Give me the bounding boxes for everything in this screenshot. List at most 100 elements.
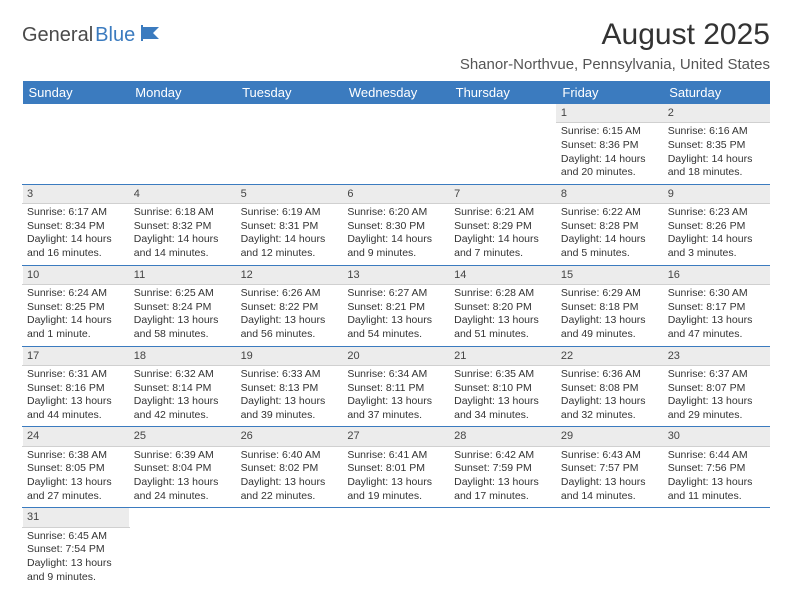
daylight-text: Daylight: 13 hours and 9 minutes. [27, 557, 125, 584]
sunrise-text: Sunrise: 6:16 AM [668, 125, 766, 139]
sunset-text: Sunset: 8:22 PM [241, 301, 339, 315]
day-number-cell [663, 508, 770, 527]
day-number-cell: 30 [663, 427, 770, 446]
sunset-text: Sunset: 8:32 PM [134, 220, 232, 234]
sunrise-text: Sunrise: 6:22 AM [561, 206, 659, 220]
sunset-text: Sunset: 7:56 PM [668, 462, 766, 476]
daylight-text: Daylight: 13 hours and 24 minutes. [134, 476, 232, 503]
day-number-cell: 18 [129, 346, 236, 365]
month-title: August 2025 [460, 18, 770, 52]
detail-row: Sunrise: 6:38 AMSunset: 8:05 PMDaylight:… [23, 446, 771, 508]
day-number-cell: 11 [129, 265, 236, 284]
sunset-text: Sunset: 8:10 PM [454, 382, 552, 396]
day-detail-cell [450, 123, 557, 185]
weekday-header: Thursday [450, 81, 557, 104]
day-number-cell: 23 [663, 346, 770, 365]
daylight-text: Daylight: 13 hours and 32 minutes. [561, 395, 659, 422]
day-detail-cell [343, 527, 450, 588]
daylight-text: Daylight: 13 hours and 42 minutes. [134, 395, 232, 422]
sunset-text: Sunset: 8:04 PM [134, 462, 232, 476]
sunrise-text: Sunrise: 6:41 AM [347, 449, 445, 463]
sunrise-text: Sunrise: 6:42 AM [454, 449, 552, 463]
day-detail-cell: Sunrise: 6:34 AMSunset: 8:11 PMDaylight:… [343, 365, 450, 427]
day-detail-cell: Sunrise: 6:40 AMSunset: 8:02 PMDaylight:… [236, 446, 343, 508]
day-number-cell: 26 [236, 427, 343, 446]
day-detail-cell: Sunrise: 6:21 AMSunset: 8:29 PMDaylight:… [450, 204, 557, 266]
weekday-header-row: SundayMondayTuesdayWednesdayThursdayFrid… [23, 81, 771, 104]
day-detail-cell [556, 527, 663, 588]
day-detail-cell: Sunrise: 6:24 AMSunset: 8:25 PMDaylight:… [23, 285, 130, 347]
day-number-cell: 28 [450, 427, 557, 446]
sunset-text: Sunset: 8:35 PM [668, 139, 766, 153]
day-number-cell: 21 [450, 346, 557, 365]
day-number-cell: 2 [663, 104, 770, 123]
sunset-text: Sunset: 8:24 PM [134, 301, 232, 315]
daylight-text: Daylight: 13 hours and 22 minutes. [241, 476, 339, 503]
day-number-cell: 7 [450, 184, 557, 203]
day-detail-cell: Sunrise: 6:45 AMSunset: 7:54 PMDaylight:… [23, 527, 130, 588]
brand-logo: General Blue [22, 18, 163, 47]
sunset-text: Sunset: 8:21 PM [347, 301, 445, 315]
sunset-text: Sunset: 8:29 PM [454, 220, 552, 234]
day-number-cell [450, 104, 557, 123]
day-detail-cell: Sunrise: 6:39 AMSunset: 8:04 PMDaylight:… [129, 446, 236, 508]
sunset-text: Sunset: 8:01 PM [347, 462, 445, 476]
sunrise-text: Sunrise: 6:38 AM [27, 449, 125, 463]
daylight-text: Daylight: 14 hours and 5 minutes. [561, 233, 659, 260]
day-detail-cell [236, 123, 343, 185]
day-detail-cell: Sunrise: 6:31 AMSunset: 8:16 PMDaylight:… [23, 365, 130, 427]
daylight-text: Daylight: 13 hours and 51 minutes. [454, 314, 552, 341]
sunrise-text: Sunrise: 6:45 AM [27, 530, 125, 544]
sunrise-text: Sunrise: 6:23 AM [668, 206, 766, 220]
detail-row: Sunrise: 6:24 AMSunset: 8:25 PMDaylight:… [23, 285, 771, 347]
day-detail-cell [450, 527, 557, 588]
day-detail-cell: Sunrise: 6:32 AMSunset: 8:14 PMDaylight:… [129, 365, 236, 427]
daylight-text: Daylight: 13 hours and 49 minutes. [561, 314, 659, 341]
sunset-text: Sunset: 8:36 PM [561, 139, 659, 153]
detail-row: Sunrise: 6:31 AMSunset: 8:16 PMDaylight:… [23, 365, 771, 427]
day-detail-cell [663, 527, 770, 588]
daylight-text: Daylight: 13 hours and 39 minutes. [241, 395, 339, 422]
daynum-row: 10111213141516 [23, 265, 771, 284]
sunrise-text: Sunrise: 6:25 AM [134, 287, 232, 301]
daylight-text: Daylight: 14 hours and 3 minutes. [668, 233, 766, 260]
title-block: August 2025 Shanor-Northvue, Pennsylvani… [460, 18, 770, 73]
sunset-text: Sunset: 8:05 PM [27, 462, 125, 476]
day-detail-cell [129, 123, 236, 185]
sunset-text: Sunset: 8:31 PM [241, 220, 339, 234]
day-number-cell: 15 [556, 265, 663, 284]
sunrise-text: Sunrise: 6:30 AM [668, 287, 766, 301]
day-detail-cell: Sunrise: 6:23 AMSunset: 8:26 PMDaylight:… [663, 204, 770, 266]
sunset-text: Sunset: 8:02 PM [241, 462, 339, 476]
sunrise-text: Sunrise: 6:39 AM [134, 449, 232, 463]
day-number-cell: 22 [556, 346, 663, 365]
day-detail-cell: Sunrise: 6:19 AMSunset: 8:31 PMDaylight:… [236, 204, 343, 266]
daylight-text: Daylight: 14 hours and 16 minutes. [27, 233, 125, 260]
sunrise-text: Sunrise: 6:17 AM [27, 206, 125, 220]
daylight-text: Daylight: 13 hours and 14 minutes. [561, 476, 659, 503]
sunset-text: Sunset: 8:14 PM [134, 382, 232, 396]
day-detail-cell [23, 123, 130, 185]
day-number-cell [129, 508, 236, 527]
day-number-cell: 3 [23, 184, 130, 203]
day-detail-cell: Sunrise: 6:28 AMSunset: 8:20 PMDaylight:… [450, 285, 557, 347]
day-detail-cell: Sunrise: 6:20 AMSunset: 8:30 PMDaylight:… [343, 204, 450, 266]
sunrise-text: Sunrise: 6:33 AM [241, 368, 339, 382]
sunset-text: Sunset: 8:16 PM [27, 382, 125, 396]
day-detail-cell: Sunrise: 6:22 AMSunset: 8:28 PMDaylight:… [556, 204, 663, 266]
sunrise-text: Sunrise: 6:19 AM [241, 206, 339, 220]
day-number-cell: 13 [343, 265, 450, 284]
day-detail-cell: Sunrise: 6:15 AMSunset: 8:36 PMDaylight:… [556, 123, 663, 185]
day-number-cell: 19 [236, 346, 343, 365]
day-number-cell [343, 104, 450, 123]
daylight-text: Daylight: 13 hours and 47 minutes. [668, 314, 766, 341]
day-number-cell: 29 [556, 427, 663, 446]
day-detail-cell: Sunrise: 6:44 AMSunset: 7:56 PMDaylight:… [663, 446, 770, 508]
sunrise-text: Sunrise: 6:20 AM [347, 206, 445, 220]
day-number-cell [23, 104, 130, 123]
daylight-text: Daylight: 13 hours and 27 minutes. [27, 476, 125, 503]
day-detail-cell: Sunrise: 6:42 AMSunset: 7:59 PMDaylight:… [450, 446, 557, 508]
daylight-text: Daylight: 13 hours and 54 minutes. [347, 314, 445, 341]
day-number-cell: 10 [23, 265, 130, 284]
daynum-row: 31 [23, 508, 771, 527]
